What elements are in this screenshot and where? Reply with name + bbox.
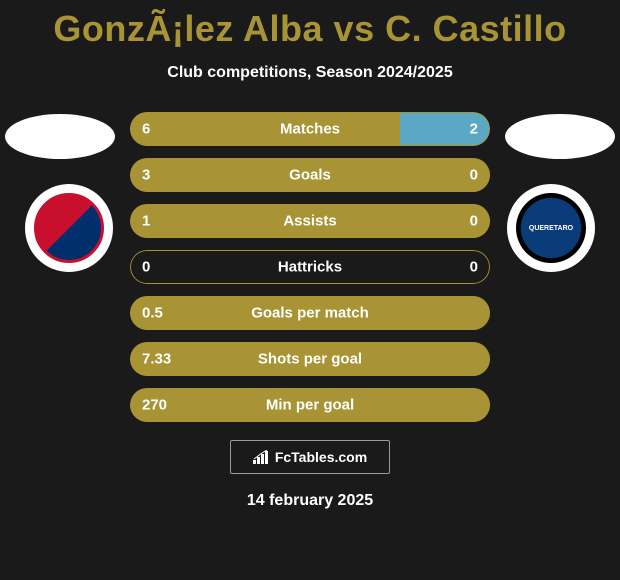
- player-left-oval: [5, 114, 115, 159]
- stat-label: Min per goal: [130, 397, 490, 414]
- stat-label: Matches: [130, 121, 490, 138]
- stat-row: 30Goals: [130, 158, 490, 192]
- stat-label: Goals per match: [130, 305, 490, 322]
- footer-brand-text: FcTables.com: [275, 449, 367, 465]
- stat-label: Hattricks: [130, 259, 490, 276]
- footer-date: 14 february 2025: [0, 492, 620, 510]
- club-badge-left: [25, 184, 113, 272]
- club-badge-left-inner: [34, 193, 104, 263]
- club-badge-right: QUERETARO: [507, 184, 595, 272]
- comparison-title: GonzÃ¡lez Alba vs C. Castillo: [0, 0, 620, 50]
- club-badge-right-label: QUERETARO: [529, 225, 573, 232]
- stat-row: 62Matches: [130, 112, 490, 146]
- stat-row: 7.33Shots per goal: [130, 342, 490, 376]
- stat-label: Goals: [130, 167, 490, 184]
- stat-row: 270Min per goal: [130, 388, 490, 422]
- player-right-oval: [505, 114, 615, 159]
- chart-icon: [253, 450, 271, 464]
- stat-row: 10Assists: [130, 204, 490, 238]
- stat-bars: 62Matches 30Goals 10Assists 00Hattricks 0.5G…: [130, 112, 490, 422]
- stat-label: Assists: [130, 213, 490, 230]
- club-badge-right-inner: QUERETARO: [516, 193, 586, 263]
- footer-logo: FcTables.com: [230, 440, 390, 474]
- stat-row: 0.5Goals per match: [130, 296, 490, 330]
- stat-label: Shots per goal: [130, 351, 490, 368]
- comparison-area: QUERETARO 62Matches 30Goals 10Assists 00Hat…: [0, 112, 620, 422]
- comparison-subtitle: Club competitions, Season 2024/2025: [0, 64, 620, 82]
- stat-row: 00Hattricks: [130, 250, 490, 284]
